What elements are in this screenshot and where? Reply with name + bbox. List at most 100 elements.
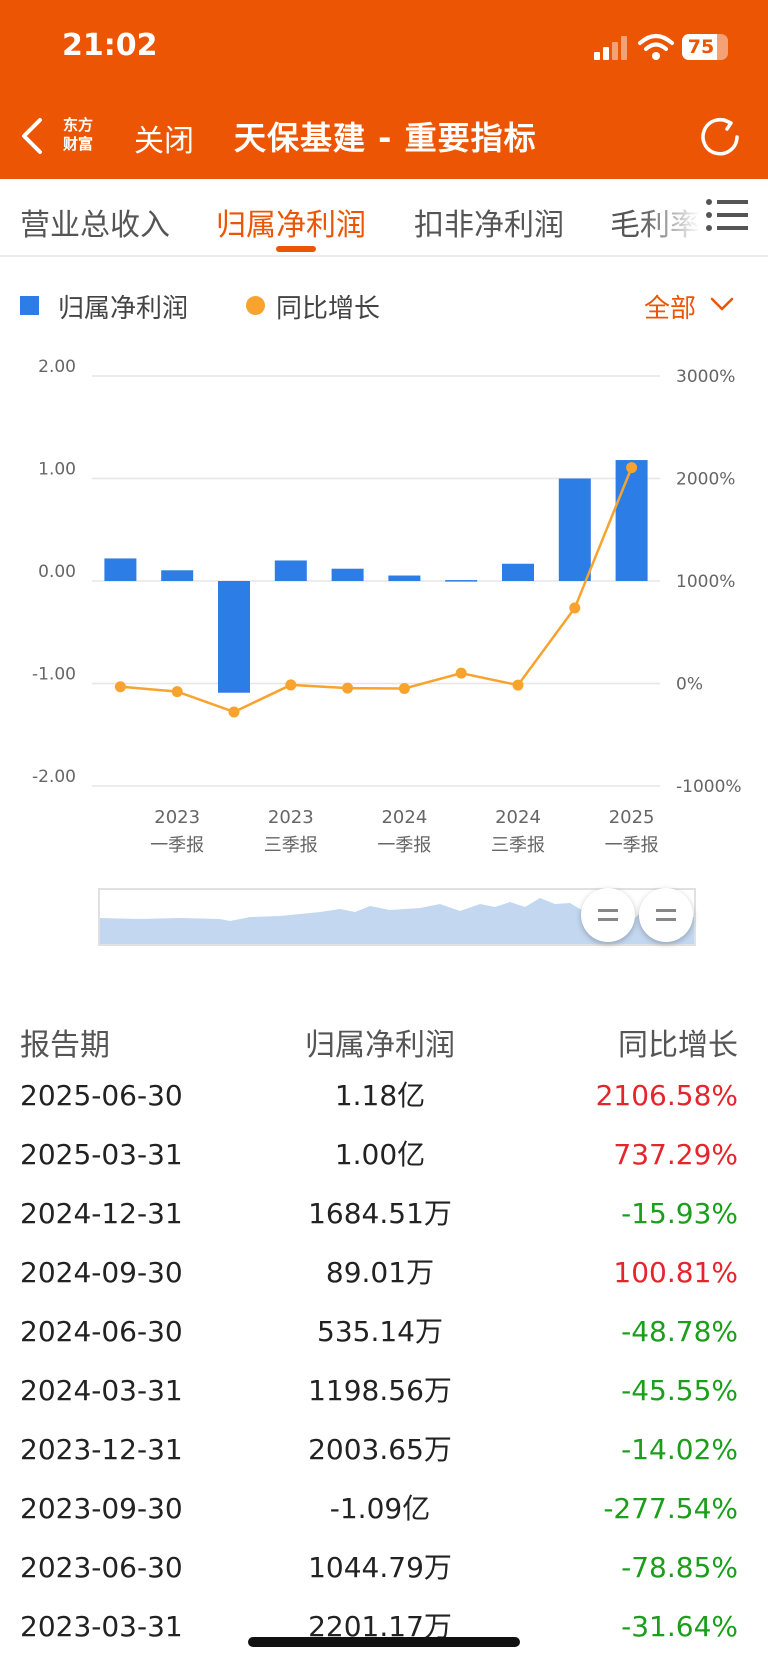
range-start-handle[interactable] [581, 888, 635, 942]
y-right-tick-label: -1000% [676, 777, 742, 797]
profit-bar [218, 581, 250, 693]
table-row[interactable]: 2023-12-31 2003.65万 -14.02% [0, 1420, 768, 1479]
y-left-tick-label: 2.00 [38, 357, 76, 377]
x-tick-year: 2024 [495, 807, 541, 828]
row-date: 2023-09-30 [20, 1492, 183, 1525]
table-header-growth: 同比增长 [618, 1028, 738, 1063]
close-button[interactable]: 关闭 [134, 124, 194, 159]
tab-net-profit[interactable]: 归属净利润 [216, 208, 366, 243]
table-header-period: 报告期 [20, 1028, 110, 1063]
table-row[interactable]: 2024-06-30 535.14万 -48.78% [0, 1302, 768, 1361]
row-growth: -31.64% [621, 1610, 738, 1643]
y-left-tick-label: 1.00 [38, 460, 76, 480]
growth-point [285, 679, 297, 691]
x-tick-year: 2025 [609, 807, 655, 828]
wifi-icon [638, 34, 674, 60]
period-filter-dropdown[interactable]: 全部 [644, 294, 697, 324]
y-right-tick-label: 3000% [676, 367, 735, 387]
table-row[interactable]: 2023-03-31 2201.17万 -31.64% [0, 1597, 768, 1656]
growth-point [398, 682, 410, 694]
status-time: 21:02 [62, 28, 158, 63]
table-row[interactable]: 2023-09-30 -1.09亿 -277.54% [0, 1479, 768, 1538]
home-indicator [248, 1637, 520, 1647]
table-row[interactable]: 2024-03-31 1198.56万 -45.55% [0, 1361, 768, 1420]
row-growth: -48.78% [621, 1315, 738, 1348]
row-profit: -1.09亿 [329, 1492, 431, 1525]
row-profit: 1044.79万 [308, 1551, 452, 1584]
signal-icon [594, 36, 627, 60]
row-profit: 2003.65万 [308, 1433, 452, 1466]
legend-bar-swatch [20, 296, 39, 315]
table-row[interactable]: 2023-06-30 1044.79万 -78.85% [0, 1538, 768, 1597]
growth-point [171, 686, 183, 698]
table-row[interactable]: 2024-09-30 89.01万 100.81% [0, 1243, 768, 1302]
row-growth: -14.02% [621, 1433, 738, 1466]
growth-point [512, 679, 524, 691]
y-left-tick-label: -2.00 [32, 767, 76, 787]
row-date: 2025-03-31 [20, 1138, 183, 1171]
back-chevron-icon[interactable] [16, 116, 50, 156]
x-tick-period: 三季报 [264, 835, 318, 856]
row-growth: 737.29% [613, 1138, 738, 1171]
tab-fade [640, 190, 700, 250]
x-tick-period: 一季报 [605, 835, 659, 856]
header-bar [0, 0, 768, 179]
battery-text: 75 [687, 36, 715, 58]
logo-line1: 东方 [62, 116, 93, 134]
legend-bar-label: 归属净利润 [58, 294, 189, 324]
tab-revenue[interactable]: 营业总收入 [20, 208, 170, 243]
row-profit: 1.00亿 [334, 1138, 426, 1171]
legend-line-label: 同比增长 [276, 294, 381, 324]
x-tick-period: 三季报 [491, 835, 545, 856]
table-row[interactable]: 2024-12-31 1684.51万 -15.93% [0, 1184, 768, 1243]
row-date: 2023-12-31 [20, 1433, 183, 1466]
range-end-handle[interactable] [639, 888, 693, 942]
table-row[interactable]: 2025-06-30 1.18亿 2106.58% [0, 1066, 768, 1125]
growth-point [342, 682, 354, 694]
menu-list-icon[interactable] [706, 198, 748, 232]
tab-deducted-profit[interactable]: 扣非净利润 [414, 208, 564, 243]
row-date: 2025-06-30 [20, 1079, 183, 1112]
row-growth: 100.81% [613, 1256, 738, 1289]
chevron-down-icon[interactable] [710, 296, 734, 312]
x-tick-year: 2024 [381, 807, 427, 828]
profit-bar [502, 563, 534, 581]
row-growth: 2106.58% [595, 1079, 738, 1112]
profit-bar [388, 575, 421, 581]
profit-bar [445, 580, 478, 582]
x-tick-year: 2023 [268, 807, 314, 828]
active-tab-indicator [276, 246, 316, 252]
app-logo: 东方 财富 [58, 116, 98, 156]
growth-point [626, 462, 638, 474]
row-profit: 1198.56万 [308, 1374, 452, 1407]
range-overview [100, 898, 694, 944]
page-title: 天保基建 - 重要指标 [234, 119, 537, 157]
row-profit: 2201.17万 [308, 1610, 452, 1643]
x-tick-period: 一季报 [377, 835, 431, 856]
row-date: 2024-03-31 [20, 1374, 183, 1407]
growth-point [569, 602, 581, 614]
row-growth: -15.93% [621, 1197, 738, 1230]
logo-line2: 财富 [62, 135, 93, 153]
x-tick-year: 2023 [154, 807, 200, 828]
legend-line-swatch [246, 296, 265, 315]
tab-bar [0, 179, 768, 257]
profit-bar [161, 570, 194, 581]
battery-icon: 75 [682, 34, 728, 60]
table-header-profit: 归属净利润 [305, 1028, 455, 1063]
profit-bar [331, 568, 364, 581]
refresh-icon[interactable] [700, 116, 742, 158]
row-growth: -45.55% [621, 1374, 738, 1407]
profit-bar [104, 558, 137, 581]
row-date: 2023-03-31 [20, 1610, 183, 1643]
row-growth: -78.85% [621, 1551, 738, 1584]
battery-level [682, 34, 717, 60]
row-date: 2024-12-31 [20, 1197, 183, 1230]
x-tick-period: 一季报 [150, 835, 204, 856]
table-row[interactable]: 2025-03-31 1.00亿 737.29% [0, 1125, 768, 1184]
row-profit: 535.14万 [317, 1315, 443, 1348]
row-date: 2023-06-30 [20, 1551, 183, 1584]
growth-line [120, 467, 633, 714]
growth-point [228, 706, 240, 718]
profit-bar [558, 478, 591, 581]
